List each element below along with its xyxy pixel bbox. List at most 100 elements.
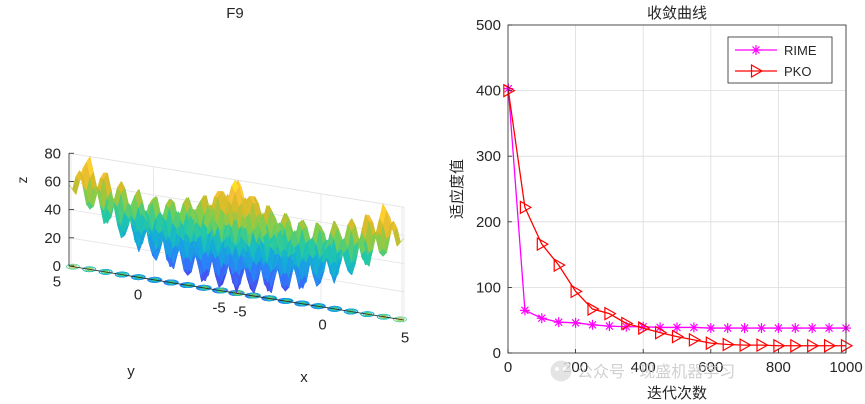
y-axis-label: y [127, 363, 135, 380]
contour-ring [66, 263, 80, 270]
contour-ring [279, 298, 294, 304]
data-point-rime [824, 323, 835, 334]
z-axis-label: z [14, 177, 30, 184]
contour-ring [393, 316, 407, 323]
contour-ring [181, 282, 196, 288]
surface-mesh [68, 155, 405, 294]
data-point-pko [722, 337, 735, 352]
contour-ring [312, 303, 326, 310]
data-point-pko [503, 83, 516, 98]
convergence-ylabel: 适应度值 [448, 159, 466, 219]
data-point-pko [519, 200, 533, 215]
y-tick-label-3d: -5 [212, 300, 225, 317]
contour-ring [117, 272, 127, 277]
z-tick-label: 40 [44, 202, 61, 219]
data-point-pko [570, 284, 583, 299]
y-tick-label: 400 [476, 83, 501, 100]
z-tick-label: 20 [44, 230, 61, 247]
data-point-rime [587, 319, 598, 330]
contour-ring [379, 314, 389, 319]
contour-ring [395, 317, 405, 322]
z-tick-label: 0 [53, 258, 61, 275]
x-tick-label: 600 [698, 359, 723, 376]
contour-ring [360, 311, 375, 317]
watermark: 公众号 · 现盛机器学习 [549, 359, 735, 383]
contour-ring [377, 313, 391, 320]
contour-ring [328, 305, 343, 312]
x-tick-label: 400 [631, 359, 656, 376]
data-point-pko [553, 258, 566, 273]
contour-ring [231, 290, 245, 296]
legend-box [727, 36, 833, 84]
series-line-pko [507, 90, 846, 347]
contour-ring [84, 267, 94, 272]
data-point-rime [672, 322, 682, 333]
data-point-pko [823, 338, 837, 353]
x-tick-label-3d: -5 [233, 303, 246, 320]
data-point-pko [671, 329, 685, 344]
data-point-rime [756, 323, 767, 334]
data-point-rime [705, 323, 716, 334]
data-point-pko [688, 332, 702, 347]
contour-ring [99, 269, 113, 275]
y-tick-label: 300 [476, 148, 501, 165]
contour-ring [150, 277, 160, 282]
z-tick-label: 60 [44, 173, 61, 190]
contour-ring [101, 269, 111, 274]
surface-patch [231, 211, 239, 221]
data-point-rime [536, 313, 547, 324]
y-tick-label-3d: 0 [134, 287, 142, 304]
y-tick-label: 100 [476, 279, 501, 296]
legend-rime-label: RIME [784, 43, 817, 58]
watermark-text: 公众号 · 现盛机器学习 [577, 363, 735, 381]
contour-ring [295, 300, 310, 307]
x-tick-label: 1000 [829, 359, 862, 376]
x-tick-label: 0 [504, 359, 512, 376]
data-point-pko [807, 338, 820, 353]
data-point-pko [705, 336, 719, 351]
contour-ring [68, 264, 78, 269]
contour-ring [134, 275, 144, 280]
data-point-pko [638, 321, 651, 336]
contour-ring [263, 295, 278, 302]
contour-ring [115, 271, 130, 278]
series-group [503, 83, 854, 353]
watermark-logo [549, 359, 573, 383]
data-point-pko [536, 237, 550, 252]
data-point-pko [739, 338, 752, 353]
data-point-rime [688, 322, 699, 333]
y-tick-label: 200 [476, 214, 501, 231]
axes-frame [507, 24, 847, 354]
data-point-pko [654, 325, 668, 340]
contour-ring [346, 309, 356, 314]
legend: RIME PKO [727, 36, 833, 84]
y-tick-label: 0 [493, 345, 501, 362]
contour-ring [148, 276, 163, 283]
contour-ring [214, 287, 229, 294]
x-tick-label-3d: 5 [401, 330, 409, 347]
data-point-rime [519, 305, 530, 316]
contour-ring [165, 279, 179, 286]
data-point-rime [722, 323, 733, 334]
data-point-pko [756, 338, 769, 353]
y-tick-label: 500 [476, 17, 501, 34]
contour-ring [132, 274, 146, 281]
data-point-rime [807, 323, 818, 334]
legend-pko-marker [750, 63, 764, 79]
data-point-pko [840, 338, 854, 353]
data-point-pko [587, 302, 600, 317]
x-tick-label: 800 [766, 359, 791, 376]
contour-ring [344, 308, 359, 315]
data-point-rime [773, 323, 784, 334]
data-point-pko [773, 338, 786, 353]
legend-rime-marker [751, 45, 761, 55]
data-point-pko [790, 338, 803, 353]
x-axis-line [234, 292, 405, 321]
contour-ring [198, 284, 212, 291]
contour-ring [82, 266, 97, 273]
data-point-pko [604, 306, 617, 321]
